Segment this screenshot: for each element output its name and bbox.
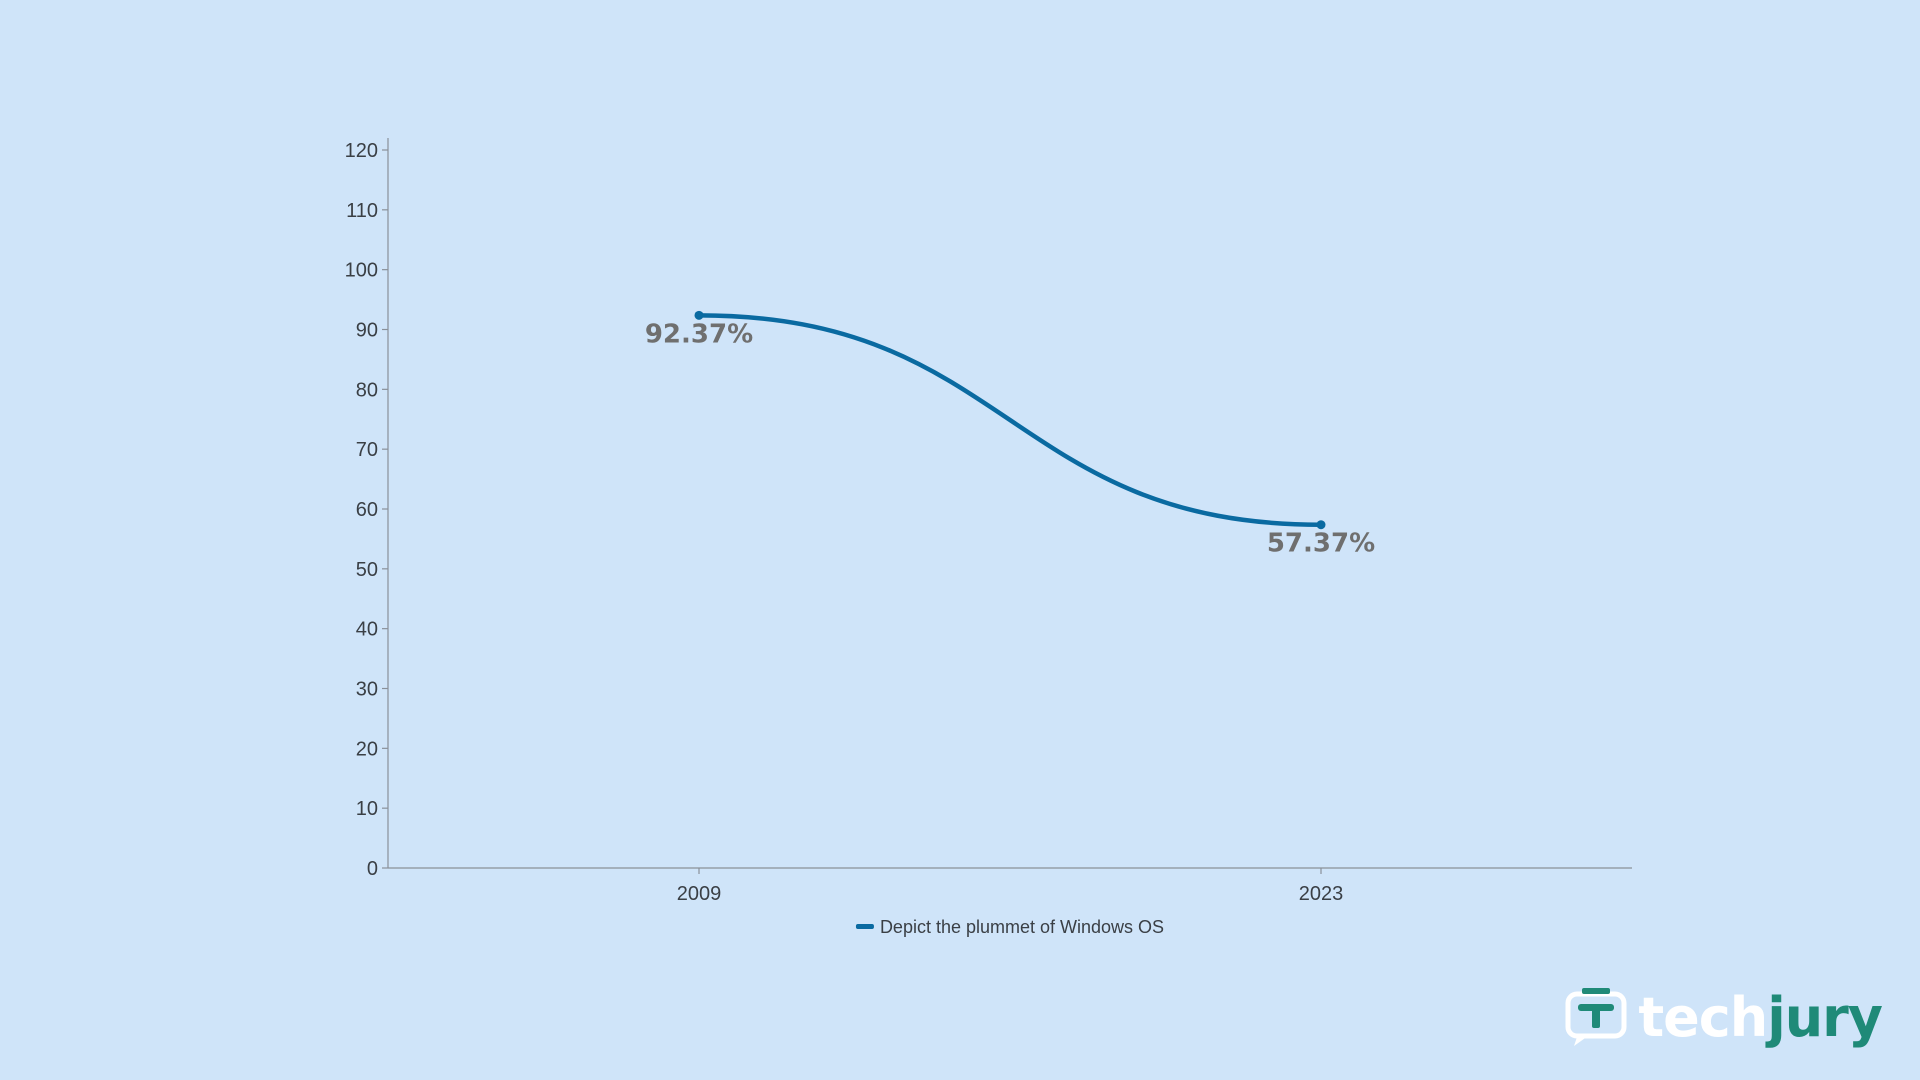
data-label: 57.37% <box>1267 529 1375 559</box>
data-point <box>1316 520 1326 530</box>
data-label: 92.37% <box>645 319 753 349</box>
y-tick-label: 10 <box>356 798 378 820</box>
y-tick-label: 80 <box>356 379 378 401</box>
y-tick-label: 20 <box>356 738 378 760</box>
y-tick-label: 120 <box>345 140 378 162</box>
y-tick-label: 40 <box>356 619 378 641</box>
x-tick-label: 2009 <box>677 883 722 905</box>
y-tick-label: 50 <box>356 559 378 581</box>
series-line <box>696 313 1324 527</box>
y-tick-label: 0 <box>367 858 378 880</box>
y-tick-label: 90 <box>356 320 378 342</box>
y-tick-label: 70 <box>356 439 378 461</box>
x-tick-label: 2023 <box>1299 883 1344 905</box>
legend-swatch <box>855 924 874 929</box>
logo-text-tech: tech <box>1638 986 1768 1049</box>
techjury-logo: techjury <box>1564 986 1883 1050</box>
logo-text-jury: jury <box>1767 986 1883 1049</box>
chat-bubble-icon <box>1565 988 1627 1046</box>
data-point <box>694 310 704 320</box>
y-tick-label: 100 <box>345 260 378 282</box>
y-tick-label: 110 <box>346 200 378 222</box>
y-tick-label: 30 <box>356 679 378 701</box>
legend-label: Depict the plummet of Windows OS <box>880 917 1164 937</box>
logo-wordmark: techjury <box>1638 991 1883 1045</box>
y-tick-label: 60 <box>356 499 378 521</box>
